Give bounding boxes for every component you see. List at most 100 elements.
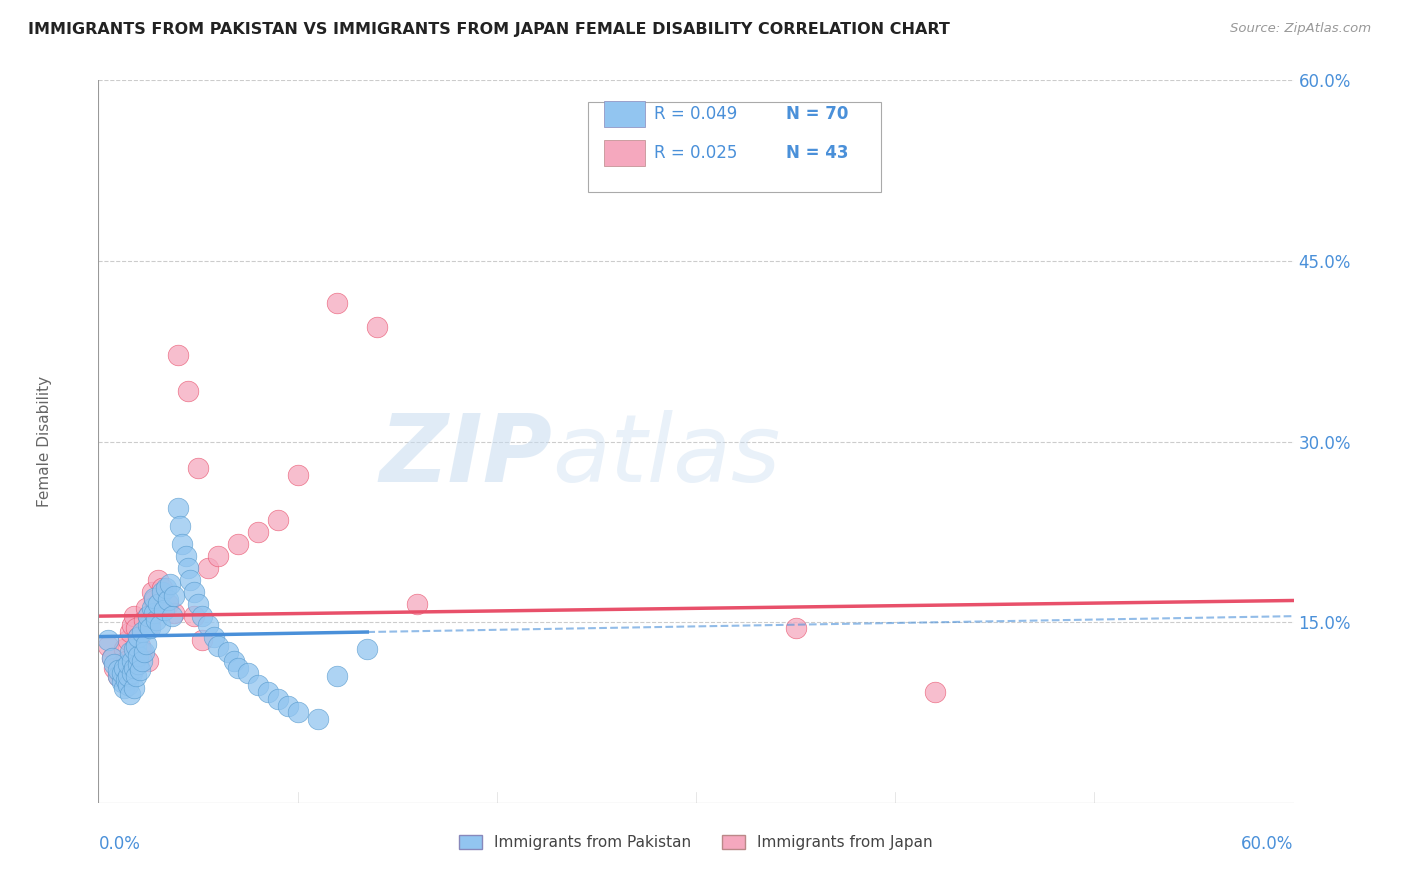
Point [267, 692, 290, 706]
Point [174, 549, 197, 563]
Point [112, 681, 135, 696]
Point [134, 645, 156, 659]
Point [115, 654, 138, 668]
Point [135, 637, 157, 651]
Point [246, 678, 269, 692]
Point [177, 384, 200, 398]
Point [287, 468, 309, 483]
Point [101, 651, 124, 665]
Point [103, 657, 125, 672]
Point [107, 664, 129, 678]
Point [125, 669, 148, 683]
Point [153, 603, 176, 617]
Point [356, 641, 378, 656]
Point [148, 573, 170, 587]
Point [125, 639, 148, 653]
Point [121, 665, 143, 680]
Point [127, 657, 149, 672]
Point [159, 576, 181, 591]
Point [145, 613, 167, 627]
Point [127, 630, 149, 644]
Point [179, 573, 201, 587]
Point [143, 593, 166, 607]
Point [150, 582, 173, 596]
Legend: Immigrants from Pakistan, Immigrants from Japan: Immigrants from Pakistan, Immigrants fro… [453, 830, 939, 856]
Point [167, 500, 190, 515]
Text: Female Disability: Female Disability [37, 376, 52, 508]
Point [136, 617, 159, 632]
Text: 60.0%: 60.0% [1241, 835, 1294, 854]
Point [125, 621, 148, 635]
Point [197, 617, 219, 632]
Point [226, 537, 249, 551]
Point [924, 685, 946, 699]
Text: IMMIGRANTS FROM PAKISTAN VS IMMIGRANTS FROM JAPAN FEMALE DISABILITY CORRELATION : IMMIGRANTS FROM PAKISTAN VS IMMIGRANTS F… [28, 22, 950, 37]
Point [406, 597, 429, 611]
Point [277, 699, 299, 714]
Point [139, 617, 162, 632]
Point [191, 633, 214, 648]
Point [143, 606, 166, 620]
Point [110, 665, 132, 680]
Point [187, 461, 209, 475]
Point [183, 609, 205, 624]
Text: Source: ZipAtlas.com: Source: ZipAtlas.com [1230, 22, 1371, 36]
Point [236, 665, 259, 680]
Point [121, 617, 143, 632]
Text: atlas: atlas [553, 410, 780, 501]
Point [136, 654, 159, 668]
Text: N = 70: N = 70 [786, 105, 848, 123]
Point [167, 348, 190, 362]
Point [148, 597, 170, 611]
Point [202, 630, 225, 644]
Point [226, 661, 249, 675]
Point [112, 641, 135, 656]
Point [111, 657, 134, 672]
FancyBboxPatch shape [589, 102, 882, 193]
Point [183, 585, 205, 599]
Point [111, 665, 134, 680]
FancyBboxPatch shape [605, 101, 644, 128]
Point [163, 606, 186, 620]
Point [246, 524, 269, 539]
Point [120, 624, 142, 639]
Point [97, 639, 120, 653]
Point [129, 639, 152, 653]
Text: 0.0%: 0.0% [98, 835, 141, 854]
Point [267, 513, 290, 527]
Point [187, 597, 209, 611]
Point [366, 320, 388, 334]
Text: ZIP: ZIP [380, 410, 553, 502]
Point [150, 585, 173, 599]
Point [136, 609, 159, 624]
Point [141, 600, 163, 615]
Point [135, 600, 157, 615]
Point [207, 549, 229, 563]
Point [163, 589, 186, 603]
Point [169, 518, 191, 533]
Point [127, 648, 149, 663]
Point [149, 617, 172, 632]
Point [256, 685, 278, 699]
Point [120, 687, 142, 701]
Point [111, 675, 134, 690]
Point [141, 585, 163, 599]
Point [121, 654, 143, 668]
Text: R = 0.049: R = 0.049 [654, 105, 737, 123]
Point [127, 630, 149, 644]
Point [117, 669, 139, 683]
Point [177, 561, 200, 575]
Point [131, 654, 153, 668]
Point [112, 661, 135, 675]
Point [124, 661, 146, 675]
Point [157, 593, 180, 607]
Point [191, 609, 214, 624]
Point [160, 609, 183, 624]
Point [222, 654, 245, 668]
Point [124, 609, 146, 624]
Point [117, 633, 139, 648]
Point [157, 597, 180, 611]
Point [143, 591, 166, 605]
Point [117, 678, 139, 692]
Point [124, 681, 146, 696]
